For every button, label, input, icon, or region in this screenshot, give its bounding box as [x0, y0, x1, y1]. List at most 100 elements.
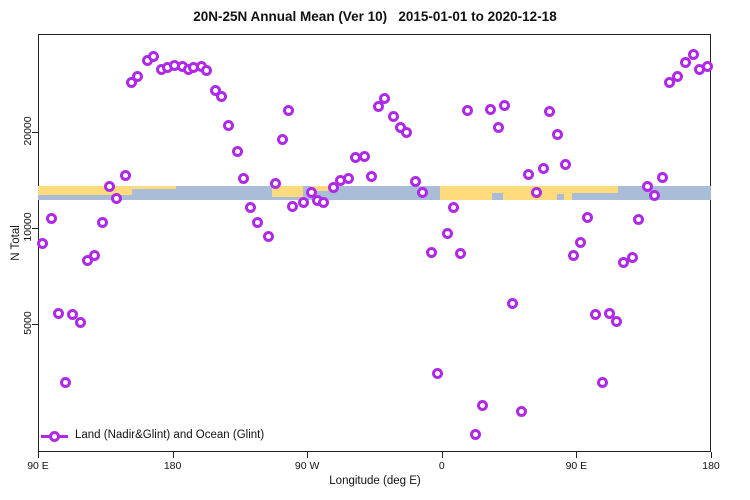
data-point [498, 100, 510, 112]
data-point [663, 77, 675, 89]
data-point [401, 127, 413, 139]
map-strip-land [310, 185, 333, 191]
data-point [431, 367, 443, 379]
data-point [656, 171, 668, 183]
data-point [603, 308, 615, 320]
data-point [262, 231, 274, 243]
data-point [506, 297, 518, 309]
data-point [297, 197, 309, 209]
map-strip-land [571, 185, 619, 193]
data-point [201, 64, 213, 76]
data-point [119, 170, 131, 182]
data-point [701, 60, 713, 72]
data-point [81, 255, 93, 267]
data-point [387, 110, 399, 122]
data-point [679, 57, 691, 69]
chart-title: 20N-25N Annual Mean (Ver 10) 2015-01-01 … [193, 9, 557, 24]
data-point [522, 169, 534, 181]
data-point [462, 104, 474, 116]
data-point [327, 181, 339, 193]
map-strip-land [440, 185, 572, 200]
data-point [515, 405, 527, 417]
data-point [626, 251, 638, 263]
map-strip-land [272, 185, 303, 197]
data-point [96, 217, 108, 229]
x-tick-label: 90 E [27, 460, 49, 472]
y-tick-label: 20000 [22, 116, 34, 146]
data-point [574, 237, 586, 249]
legend-label: Land (Nadir&Glint) and Ocean (Glint) [75, 429, 265, 441]
x-tick-mark [711, 452, 712, 458]
map-strip-ocean-notch [491, 192, 504, 200]
data-point [287, 200, 299, 212]
data-point [610, 315, 622, 327]
data-point [455, 248, 467, 260]
data-point [447, 201, 459, 213]
data-point [317, 197, 329, 209]
data-point [567, 249, 579, 261]
y-tick-mark [32, 228, 38, 229]
map-strip-land [132, 185, 176, 189]
data-point [671, 71, 683, 83]
data-point [632, 214, 644, 226]
data-point [238, 172, 250, 184]
data-point [425, 246, 437, 258]
data-point [373, 100, 385, 112]
data-point [215, 91, 227, 103]
data-point [252, 217, 264, 229]
y-axis-label: N Total [10, 225, 22, 261]
data-point [409, 175, 421, 187]
x-tick-label: 180 [702, 460, 720, 472]
data-point [530, 187, 542, 199]
data-point [209, 85, 221, 97]
data-point [484, 104, 496, 116]
data-point [596, 376, 608, 388]
data-point [269, 177, 281, 189]
data-point [67, 309, 79, 321]
y-tick-mark [32, 323, 38, 325]
data-point [379, 93, 391, 105]
data-point [111, 192, 123, 204]
data-point [125, 77, 137, 89]
y-tick-label: 10000 [22, 212, 34, 242]
data-point [492, 122, 504, 134]
data-point [53, 307, 65, 319]
x-tick-mark [38, 452, 39, 458]
data-point [589, 309, 601, 321]
plot-area [38, 34, 711, 452]
data-point [245, 201, 257, 213]
x-tick-mark [172, 452, 174, 458]
x-tick-mark [441, 452, 443, 458]
data-point [342, 172, 354, 184]
data-point [581, 211, 593, 223]
x-tick-label: 90 E [565, 460, 588, 472]
data-point [37, 237, 49, 249]
data-point [476, 400, 488, 412]
data-point [543, 105, 555, 117]
data-point [282, 105, 294, 117]
data-point [641, 180, 653, 192]
map-strip-ocean-notch [556, 194, 565, 200]
x-tick-mark [307, 452, 309, 458]
data-point [59, 376, 71, 388]
data-point [687, 48, 699, 60]
data-point [74, 317, 86, 329]
data-point [648, 190, 660, 202]
data-point [537, 162, 549, 174]
data-point [276, 134, 288, 146]
y-tick-label: 5000 [22, 311, 34, 335]
data-point [147, 50, 159, 62]
x-tick-label: 90 W [294, 460, 320, 472]
x-axis-label: Longitude (deg E) [329, 475, 421, 487]
data-point [441, 228, 453, 240]
x-tick-label: 180 [163, 460, 182, 472]
data-point [365, 171, 377, 183]
data-point [417, 187, 429, 199]
data-point [469, 429, 481, 441]
x-tick-mark [576, 452, 578, 458]
data-point [358, 150, 370, 162]
y-tick-mark [32, 132, 38, 133]
data-point [89, 249, 101, 261]
legend-point-icon [49, 431, 60, 442]
